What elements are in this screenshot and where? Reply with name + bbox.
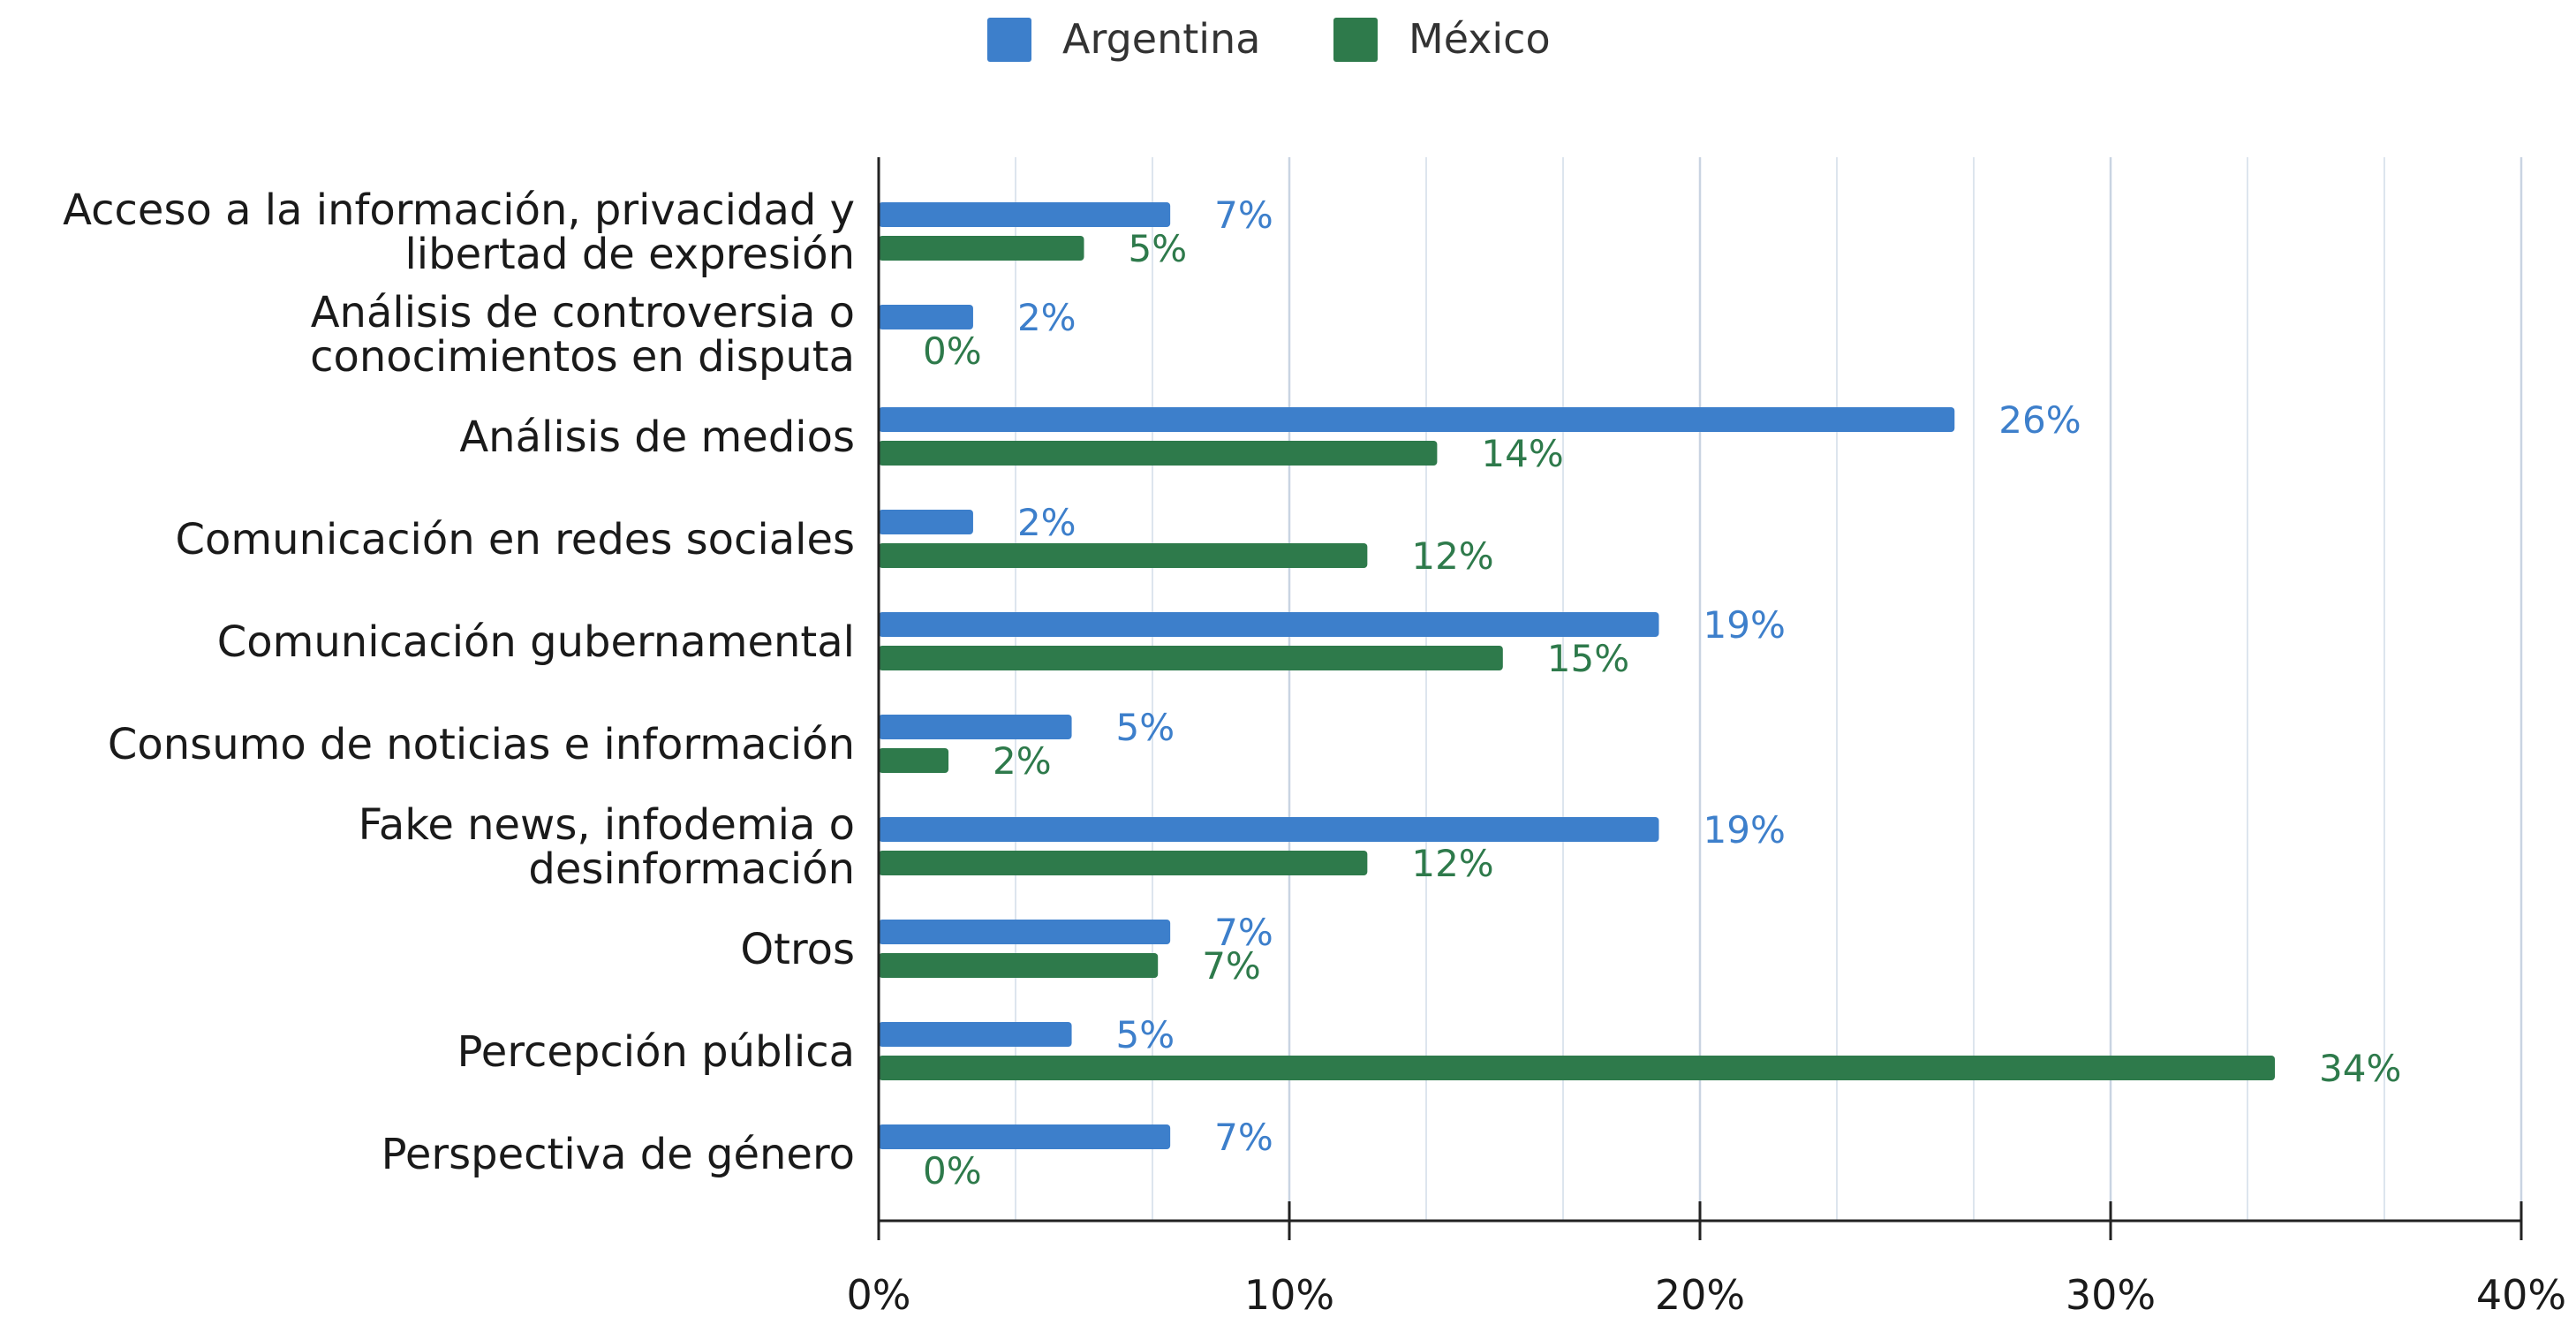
category-label-0-line-1: libertad de expresión [404,230,855,279]
legend-swatch-mexico [1333,18,1378,62]
category-label-1-line-1: conocimientos en disputa [310,332,855,382]
x-tick-label-1: 10% [1244,1271,1334,1319]
data-label-argentina-1: 2% [1017,296,1076,339]
data-label-mexico-5: 2% [993,739,1052,783]
category-label-8: Percepción pública [457,1027,855,1077]
gridlines [1015,157,2523,1221]
category-label-2: Análisis de medios [459,413,855,462]
data-label-argentina-9: 7% [1214,1116,1273,1159]
category-label-0-line-0: Acceso a la información, privacidad y [63,186,855,235]
legend-label-mexico: México [1409,15,1551,63]
x-tick-label-2: 20% [1655,1271,1745,1319]
data-label-argentina-4: 19% [1703,603,1786,647]
bar-mexico-7 [879,953,1159,978]
bar-argentina-4 [879,612,1659,637]
legend-label-argentina: Argentina [1062,15,1260,63]
bar-mexico-2 [879,441,1438,466]
axes: 0% 10% 20% 30% 40% [847,157,2566,1319]
data-label-argentina-0: 7% [1214,193,1273,237]
category-label-4: Comunicación gubernamental [217,617,855,667]
legend: Argentina México [987,15,1551,63]
data-label-argentina-3: 2% [1017,501,1076,544]
category-label-7: Otros [740,925,855,974]
bar-mexico-4 [879,646,1503,670]
category-label-6-line-1: desinformación [528,844,855,894]
bar-mexico-0 [879,236,1084,261]
bar-argentina-3 [879,510,973,534]
data-label-mexico-6: 12% [1411,842,1493,885]
data-label-mexico-4: 15% [1547,637,1629,680]
data-label-argentina-6: 19% [1703,808,1786,852]
data-label-mexico-2: 14% [1481,432,1563,475]
bar-argentina-5 [879,715,1072,739]
data-label-argentina-2: 26% [1998,398,2081,442]
bar-argentina-7 [879,920,1171,944]
bar-argentina-9 [879,1124,1171,1149]
category-label-9: Perspectiva de género [381,1130,855,1179]
data-label-argentina-8: 5% [1116,1013,1175,1056]
data-label-mexico-7: 7% [1202,944,1261,988]
bar-argentina-6 [879,817,1659,842]
x-tick-label-3: 30% [2066,1271,2156,1319]
bar-mexico-3 [879,543,1368,568]
x-tick-label-0: 0% [847,1271,911,1319]
data-label-mexico-9: 0% [923,1149,982,1192]
bar-argentina-1 [879,305,973,329]
bar-mexico-5 [879,748,949,773]
bar-argentina-2 [879,407,1955,432]
bar-mexico-6 [879,851,1368,875]
data-labels: 7%5%2%0%26%14%2%12%19%15%5%2%19%12%7%7%5… [923,193,2401,1192]
bar-argentina-0 [879,202,1171,227]
category-label-5: Consumo de noticias e información [108,720,855,769]
data-label-mexico-0: 5% [1129,227,1188,270]
category-label-6-line-0: Fake news, infodemia o [359,800,855,850]
bar-mexico-8 [879,1056,2275,1080]
category-labels: Acceso a la información, privacidad ylib… [63,186,855,1179]
bar-argentina-8 [879,1022,1072,1047]
category-label-1-line-0: Análisis de controversia o [311,288,855,337]
legend-swatch-argentina [987,18,1031,62]
x-tick-label-4: 40% [2476,1271,2566,1319]
data-label-argentina-5: 5% [1116,706,1175,749]
data-label-mexico-3: 12% [1411,534,1493,578]
data-label-mexico-1: 0% [923,329,982,373]
category-label-3: Comunicación en redes sociales [176,515,855,564]
data-label-argentina-7: 7% [1214,911,1273,954]
bars [879,202,2275,1149]
data-label-mexico-8: 34% [2319,1047,2401,1090]
